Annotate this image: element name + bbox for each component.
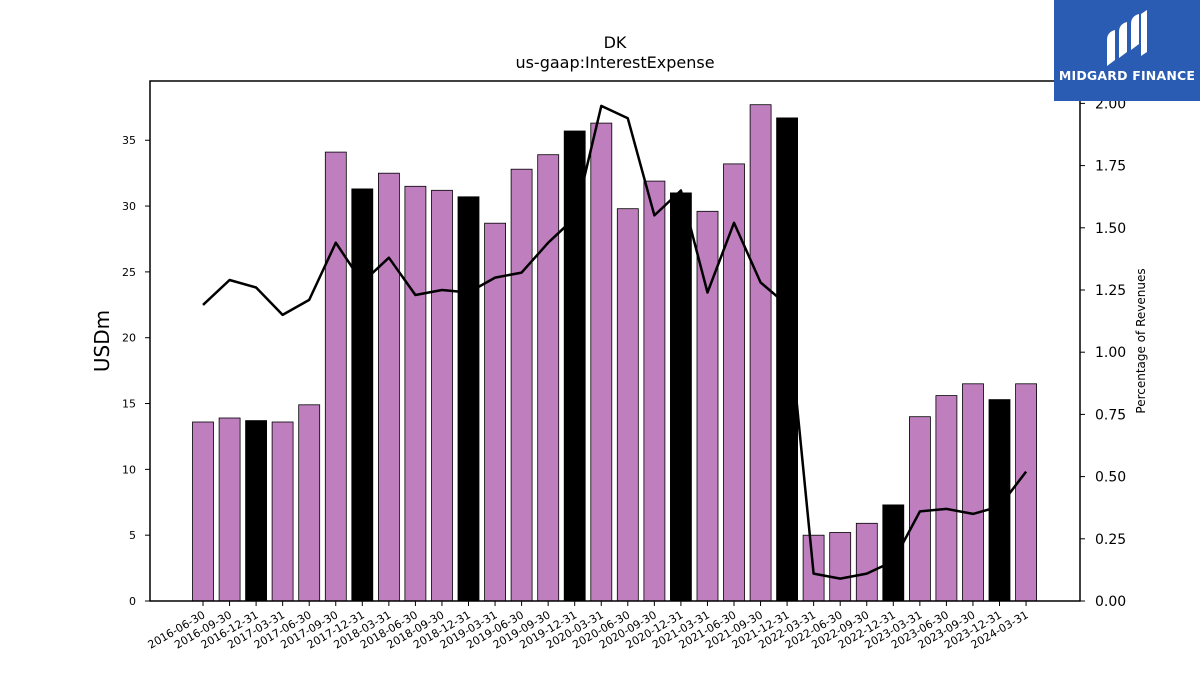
logo: MIDGARD FINANCE [1054,0,1200,101]
y-tick-label: 15 [122,398,136,411]
bar-2016-06-30 [192,421,214,602]
bar-2016-12-31 [245,420,268,602]
bar-2018-03-31 [377,172,400,602]
bar-2022-06-30 [829,532,852,602]
bar-2017-03-31 [271,421,294,602]
y-axis-label: USDm [90,310,114,372]
y-tick-label: 20 [122,332,136,345]
bar-2023-12-31 [988,399,1011,602]
bar-2018-06-30 [404,185,427,602]
chart-title: DK [604,33,627,52]
bar-2017-09-30 [324,151,347,602]
bar-2018-09-30 [431,189,453,602]
y-tick-label: 35 [122,134,136,147]
y-right-tick-label: 0.50 [1095,470,1126,486]
y-right-tick-label: 0.75 [1095,407,1126,423]
percentage-of-revenues-line [202,104,1028,580]
bar-2016-09-30 [218,417,241,602]
y-tick-label: 0 [129,595,136,608]
bar-2017-06-30 [298,404,321,602]
x-axis: 2016-06-302016-09-302016-12-312017-03-31… [146,601,1031,652]
bar-2021-09-30 [749,104,772,602]
y-right-tick-label: 0.25 [1095,532,1126,548]
bar-2022-12-31 [882,504,905,602]
bar-2022-09-30 [855,522,878,602]
bar-2023-03-31 [909,416,931,602]
bar-2023-09-30 [962,383,984,602]
y-right-tick-label: 1.75 [1095,159,1126,175]
bars [192,104,1037,602]
bar-2019-12-31 [563,130,586,602]
bar-2019-03-31 [484,222,507,602]
y-right-tick-label: 1.00 [1095,345,1126,361]
y-axis-label-right: Percentage of Revenues [1134,268,1148,413]
bar-2019-06-30 [510,168,533,602]
plot-frame [149,80,1081,602]
chart-subtitle: us-gaap:InterestExpense [515,53,714,72]
bar-2020-06-30 [616,208,639,602]
y-tick-label: 25 [122,266,136,279]
bar-2021-12-31 [776,117,798,602]
y-right-tick-label: 1.50 [1095,221,1126,237]
bar-2020-03-31 [590,122,613,602]
y-tick-label: 30 [122,200,136,213]
bar-2019-09-30 [537,154,560,602]
y-right-tick-label: 1.25 [1095,283,1126,299]
line-series [202,104,1028,580]
bar-2023-06-30 [935,395,958,602]
bar-2020-12-31 [670,192,692,602]
y-tick-label: 10 [122,463,136,476]
logo-mark-icon [1107,10,1147,66]
bar-2024-03-31 [1015,383,1037,602]
bar-2018-12-31 [457,196,480,602]
bar-2020-09-30 [643,180,666,602]
logo-text: MIDGARD FINANCE [1058,68,1196,83]
y-axis-right: 0.000.250.500.751.001.251.501.752.00 [1080,96,1126,610]
bar-2017-12-31 [351,188,374,602]
y-right-tick-label: 0.00 [1095,594,1126,610]
y-tick-label: 5 [129,529,136,542]
y-axis-left: 0 5 10 15 20 25 30 35 [122,134,150,608]
bar-2021-06-30 [723,163,745,602]
